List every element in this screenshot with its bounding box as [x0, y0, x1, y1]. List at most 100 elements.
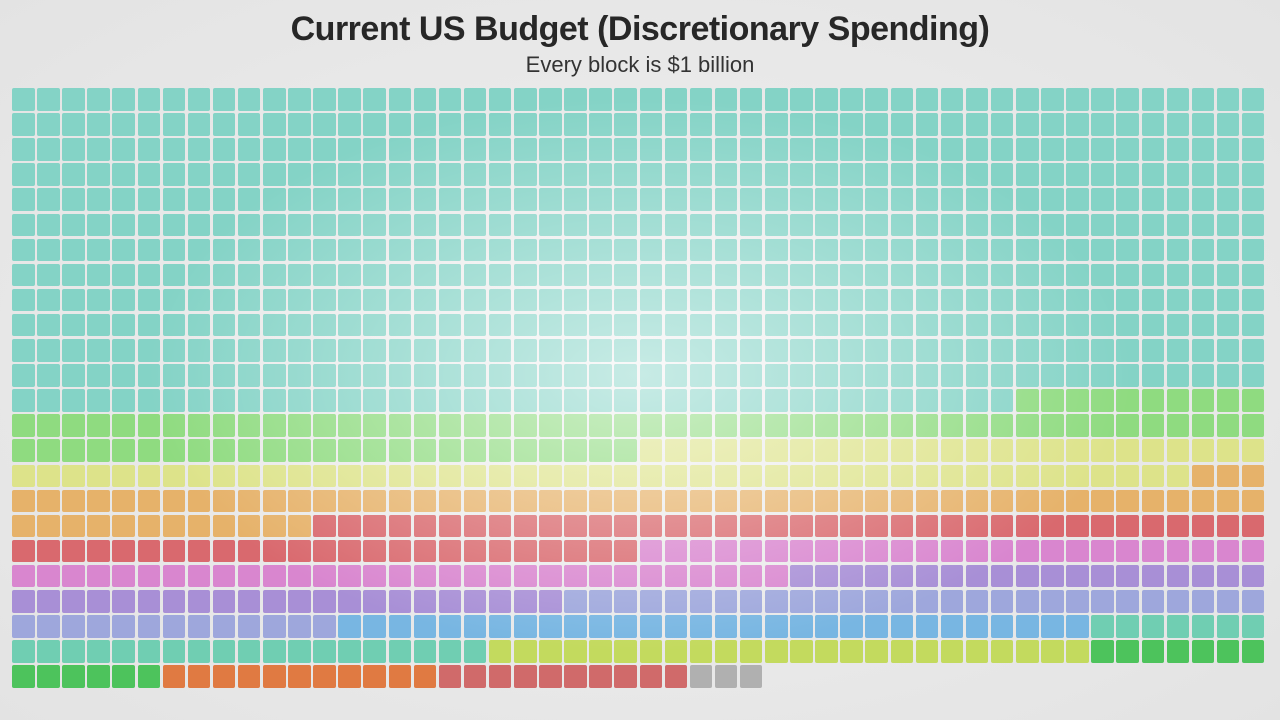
- block-education: [12, 465, 35, 488]
- block-military: [865, 264, 888, 287]
- block-military: [916, 364, 939, 387]
- block-energy-environment: [916, 590, 939, 613]
- block-military: [1066, 113, 1089, 136]
- block-education: [1242, 439, 1265, 462]
- block-social-security: [414, 665, 437, 688]
- block-military: [966, 188, 989, 211]
- block-social-security: [263, 665, 286, 688]
- block-military: [1142, 289, 1165, 312]
- block-military: [564, 289, 587, 312]
- block-military: [1066, 314, 1089, 337]
- block-military: [263, 239, 286, 262]
- block-health: [815, 540, 838, 563]
- block-military: [891, 289, 914, 312]
- block-military: [1192, 113, 1215, 136]
- block-military: [1116, 339, 1139, 362]
- block-health: [439, 565, 462, 588]
- block-government: [87, 414, 110, 437]
- block-education: [313, 465, 336, 488]
- block-science: [715, 615, 738, 638]
- block-labor: [614, 640, 637, 663]
- block-education: [263, 465, 286, 488]
- block-military: [1217, 113, 1240, 136]
- block-military: [112, 339, 135, 362]
- block-science: [489, 615, 512, 638]
- block-military: [87, 188, 110, 211]
- block-veterans-benefits: [1167, 490, 1190, 513]
- block-military: [1192, 289, 1215, 312]
- block-military: [991, 289, 1014, 312]
- block-government: [690, 414, 713, 437]
- block-military: [363, 289, 386, 312]
- block-other-1: [464, 665, 487, 688]
- block-military: [489, 88, 512, 111]
- block-military: [1167, 138, 1190, 161]
- block-military: [263, 163, 286, 186]
- block-housing-community: [916, 515, 939, 538]
- block-military: [740, 88, 763, 111]
- block-military: [37, 138, 60, 161]
- block-military: [865, 364, 888, 387]
- block-military: [1016, 188, 1039, 211]
- block-military: [941, 138, 964, 161]
- block-government: [439, 414, 462, 437]
- block-food-agriculture: [1242, 640, 1265, 663]
- block-military: [1192, 364, 1215, 387]
- block-government: [614, 439, 637, 462]
- block-education: [1016, 439, 1039, 462]
- block-military: [464, 113, 487, 136]
- block-military: [765, 364, 788, 387]
- block-education: [1066, 439, 1089, 462]
- block-health: [1142, 540, 1165, 563]
- block-housing-community: [1217, 515, 1240, 538]
- block-veterans-benefits: [338, 490, 361, 513]
- block-military: [288, 188, 311, 211]
- block-military: [1041, 188, 1064, 211]
- block-military: [288, 163, 311, 186]
- block-veterans-benefits: [514, 490, 537, 513]
- block-military: [1041, 88, 1064, 111]
- block-military: [991, 163, 1014, 186]
- block-military: [1066, 239, 1089, 262]
- block-government: [1192, 414, 1215, 437]
- block-military: [464, 389, 487, 412]
- block-military: [1217, 289, 1240, 312]
- block-science: [891, 615, 914, 638]
- block-government: [1116, 414, 1139, 437]
- block-transportation: [1142, 615, 1165, 638]
- block-housing-community: [464, 540, 487, 563]
- block-other-1: [439, 665, 462, 688]
- block-military: [439, 314, 462, 337]
- block-military: [238, 214, 261, 237]
- block-military: [1192, 188, 1215, 211]
- block-military: [213, 339, 236, 362]
- block-military: [614, 264, 637, 287]
- block-veterans-benefits: [815, 490, 838, 513]
- block-military: [62, 113, 85, 136]
- block-veterans-benefits: [213, 515, 236, 538]
- block-veterans-benefits: [464, 490, 487, 513]
- block-military: [640, 264, 663, 287]
- block-military: [464, 88, 487, 111]
- block-energy-environment: [1242, 590, 1265, 613]
- block-veterans-benefits: [138, 515, 161, 538]
- block-military: [188, 314, 211, 337]
- block-government: [1016, 389, 1039, 412]
- block-military: [1192, 163, 1215, 186]
- block-military: [1142, 88, 1165, 111]
- block-military: [916, 289, 939, 312]
- block-military: [112, 88, 135, 111]
- block-labor: [790, 640, 813, 663]
- block-education: [439, 465, 462, 488]
- block-military: [665, 239, 688, 262]
- block-military: [865, 389, 888, 412]
- block-military: [891, 188, 914, 211]
- block-education: [288, 465, 311, 488]
- block-energy-environment: [138, 615, 161, 638]
- block-military: [514, 289, 537, 312]
- block-military: [87, 314, 110, 337]
- block-military: [891, 239, 914, 262]
- block-food-agriculture: [112, 665, 135, 688]
- block-military: [414, 264, 437, 287]
- block-military: [1091, 138, 1114, 161]
